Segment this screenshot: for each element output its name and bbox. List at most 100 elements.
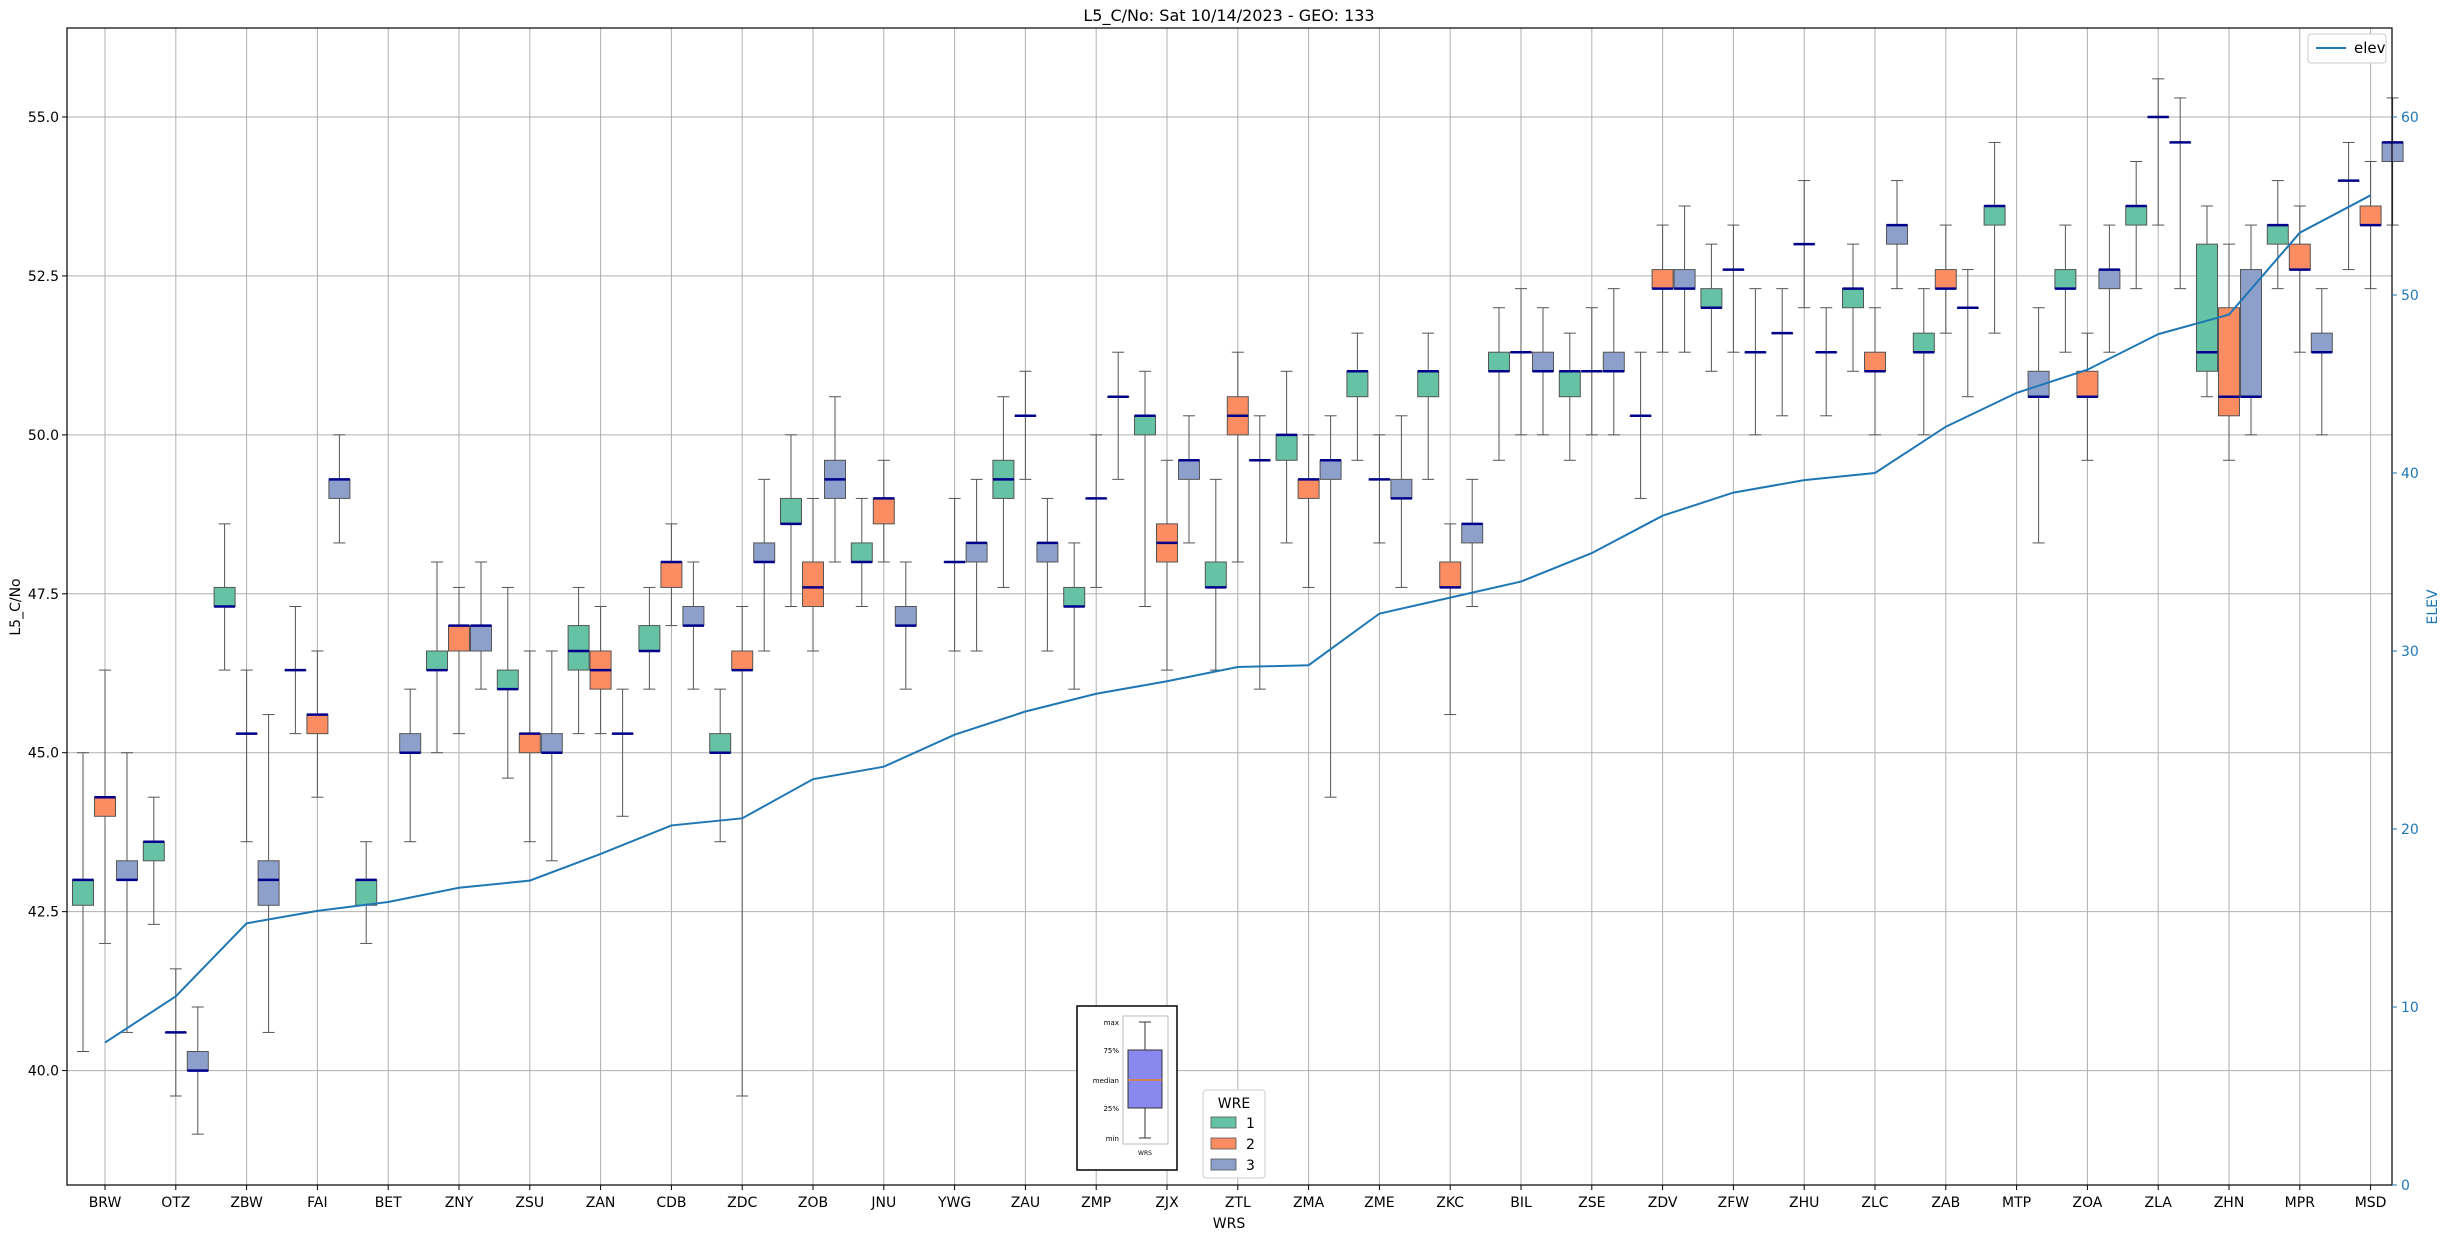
iqr-box — [1651, 269, 1674, 290]
wre-legend-label-2: 2 — [1246, 1137, 1255, 1153]
y-tick-label: 50.0 — [28, 428, 59, 444]
x-tick-label: ZNY — [445, 1195, 474, 1211]
wre-legend-label-3: 3 — [1246, 1158, 1255, 1174]
x-tick-label: OTZ — [161, 1195, 190, 1211]
wre-legend-swatch-1 — [1210, 1116, 1237, 1129]
iqr-box — [1886, 224, 1908, 245]
x-tick-label: CDB — [656, 1195, 686, 1211]
iqr-box — [2266, 224, 2289, 245]
iqr-box — [1134, 415, 1156, 436]
x-tick-label: YWG — [937, 1195, 971, 1211]
iqr-box — [660, 561, 683, 588]
x-tick-label: ZFW — [1718, 1195, 1750, 1211]
y2-tick-label: 30 — [2401, 644, 2419, 660]
x-tick-label: ZLC — [1861, 1195, 1888, 1211]
chart-title: L5_C/No: Sat 10/14/2023 - GEO: 133 — [1083, 6, 1374, 26]
iqr-box — [1390, 478, 1413, 499]
y2-tick-label: 40 — [2401, 466, 2419, 482]
iqr-box — [116, 860, 138, 881]
x-tick-label: ZSE — [1578, 1195, 1605, 1211]
iqr-box — [2076, 370, 2099, 398]
iqr-box — [1275, 434, 1298, 461]
x-tick-label: ZMA — [1293, 1195, 1325, 1211]
iqr-box — [1532, 351, 1554, 372]
iqr-box — [1063, 586, 1086, 608]
iqr-box — [1912, 332, 1935, 353]
iqr-box — [2310, 332, 2333, 353]
wre-legend-swatch-3 — [1210, 1158, 1237, 1171]
iqr-box — [1558, 370, 1581, 398]
y2-tick-label: 50 — [2401, 288, 2419, 304]
iqr-box — [186, 1051, 209, 1072]
iqr-box — [1417, 370, 1440, 398]
iqr-box — [1934, 269, 1957, 290]
iqr-box — [448, 625, 470, 652]
wre-legend-label-1: 1 — [1246, 1116, 1255, 1132]
iqr-box — [894, 606, 917, 627]
iqr-box — [638, 625, 661, 652]
iqr-box — [1439, 561, 1462, 588]
y-tick-label: 47.5 — [28, 587, 59, 603]
x-tick-label: BIL — [1510, 1195, 1532, 1211]
y2-tick-label: 10 — [2401, 1000, 2419, 1016]
elev-layer — [104, 194, 2372, 1044]
iqr-box — [355, 879, 378, 906]
iqr-box — [426, 650, 448, 671]
iqr-box — [470, 625, 492, 652]
x-tick-label: ZOB — [798, 1195, 828, 1211]
x-tick-label: ZME — [1364, 1195, 1395, 1211]
x-tick-label: ZAN — [586, 1195, 616, 1211]
iqr-box — [1297, 478, 1320, 499]
iqr-box — [1983, 205, 2006, 226]
iqr-box — [1319, 459, 1342, 480]
iqr-box — [2381, 141, 2404, 163]
x-tick-label: ZKC — [1436, 1195, 1464, 1211]
box-key-label-median: median — [1093, 1077, 1119, 1085]
iqr-box — [142, 841, 165, 862]
wre-legend-title: WRE — [1218, 1096, 1250, 1112]
x-tick-label: FAI — [307, 1195, 327, 1211]
elev-legend-label: elev — [2354, 39, 2386, 57]
iqr-box — [72, 879, 94, 906]
iqr-box — [2288, 243, 2311, 271]
x-tick-label: ZDV — [1648, 1195, 1678, 1211]
x-tick-label: ZSU — [515, 1195, 544, 1211]
x-tick-label: ZJX — [1155, 1195, 1179, 1211]
iqr-box — [2196, 243, 2218, 372]
x-tick-label: ZOA — [2072, 1195, 2102, 1211]
box-key-box — [1127, 1049, 1163, 1109]
x-tick-label: ZMP — [1081, 1195, 1111, 1211]
iqr-box — [682, 606, 705, 627]
x-tick-label: ZHN — [2214, 1195, 2245, 1211]
iqr-box — [518, 733, 541, 754]
y2-axis-label: ELEV — [2425, 589, 2441, 624]
iqr-box — [731, 650, 754, 671]
x-tick-label: ZDC — [727, 1195, 757, 1211]
y2-tick-label: 20 — [2401, 822, 2419, 838]
iqr-box — [753, 542, 776, 563]
iqr-box — [1488, 351, 1510, 372]
box-key-label-q3: 75% — [1103, 1047, 1119, 1055]
y2-tick-label: 60 — [2401, 110, 2419, 126]
iqr-box — [965, 542, 988, 563]
iqr-box — [540, 733, 563, 754]
iqr-box — [709, 733, 732, 754]
box-key-xlabel: WRS — [1138, 1150, 1152, 1157]
iqr-box — [328, 478, 351, 499]
elev-legend-frame — [2307, 33, 2387, 64]
iqr-box — [567, 625, 590, 671]
iqr-box — [399, 733, 422, 754]
iqr-box — [1204, 561, 1227, 588]
box-layer — [72, 115, 2404, 1072]
axis-layer: 40.0 42.5 45.0 47.5 50.0 52.5 55.0 0 10 20 30 40 50 6… — [28, 110, 2419, 1211]
box-key-inset: max 75% median 25% min WRS — [1076, 1005, 1178, 1171]
x-tick-label: MSD — [2355, 1195, 2387, 1211]
iqr-box — [850, 542, 873, 563]
y2-tick-label: 0 — [2401, 1178, 2410, 1194]
iqr-box — [1346, 370, 1369, 398]
iqr-box — [2218, 307, 2240, 417]
wre-legend-swatch-2 — [1210, 1137, 1237, 1150]
iqr-box — [94, 796, 116, 817]
